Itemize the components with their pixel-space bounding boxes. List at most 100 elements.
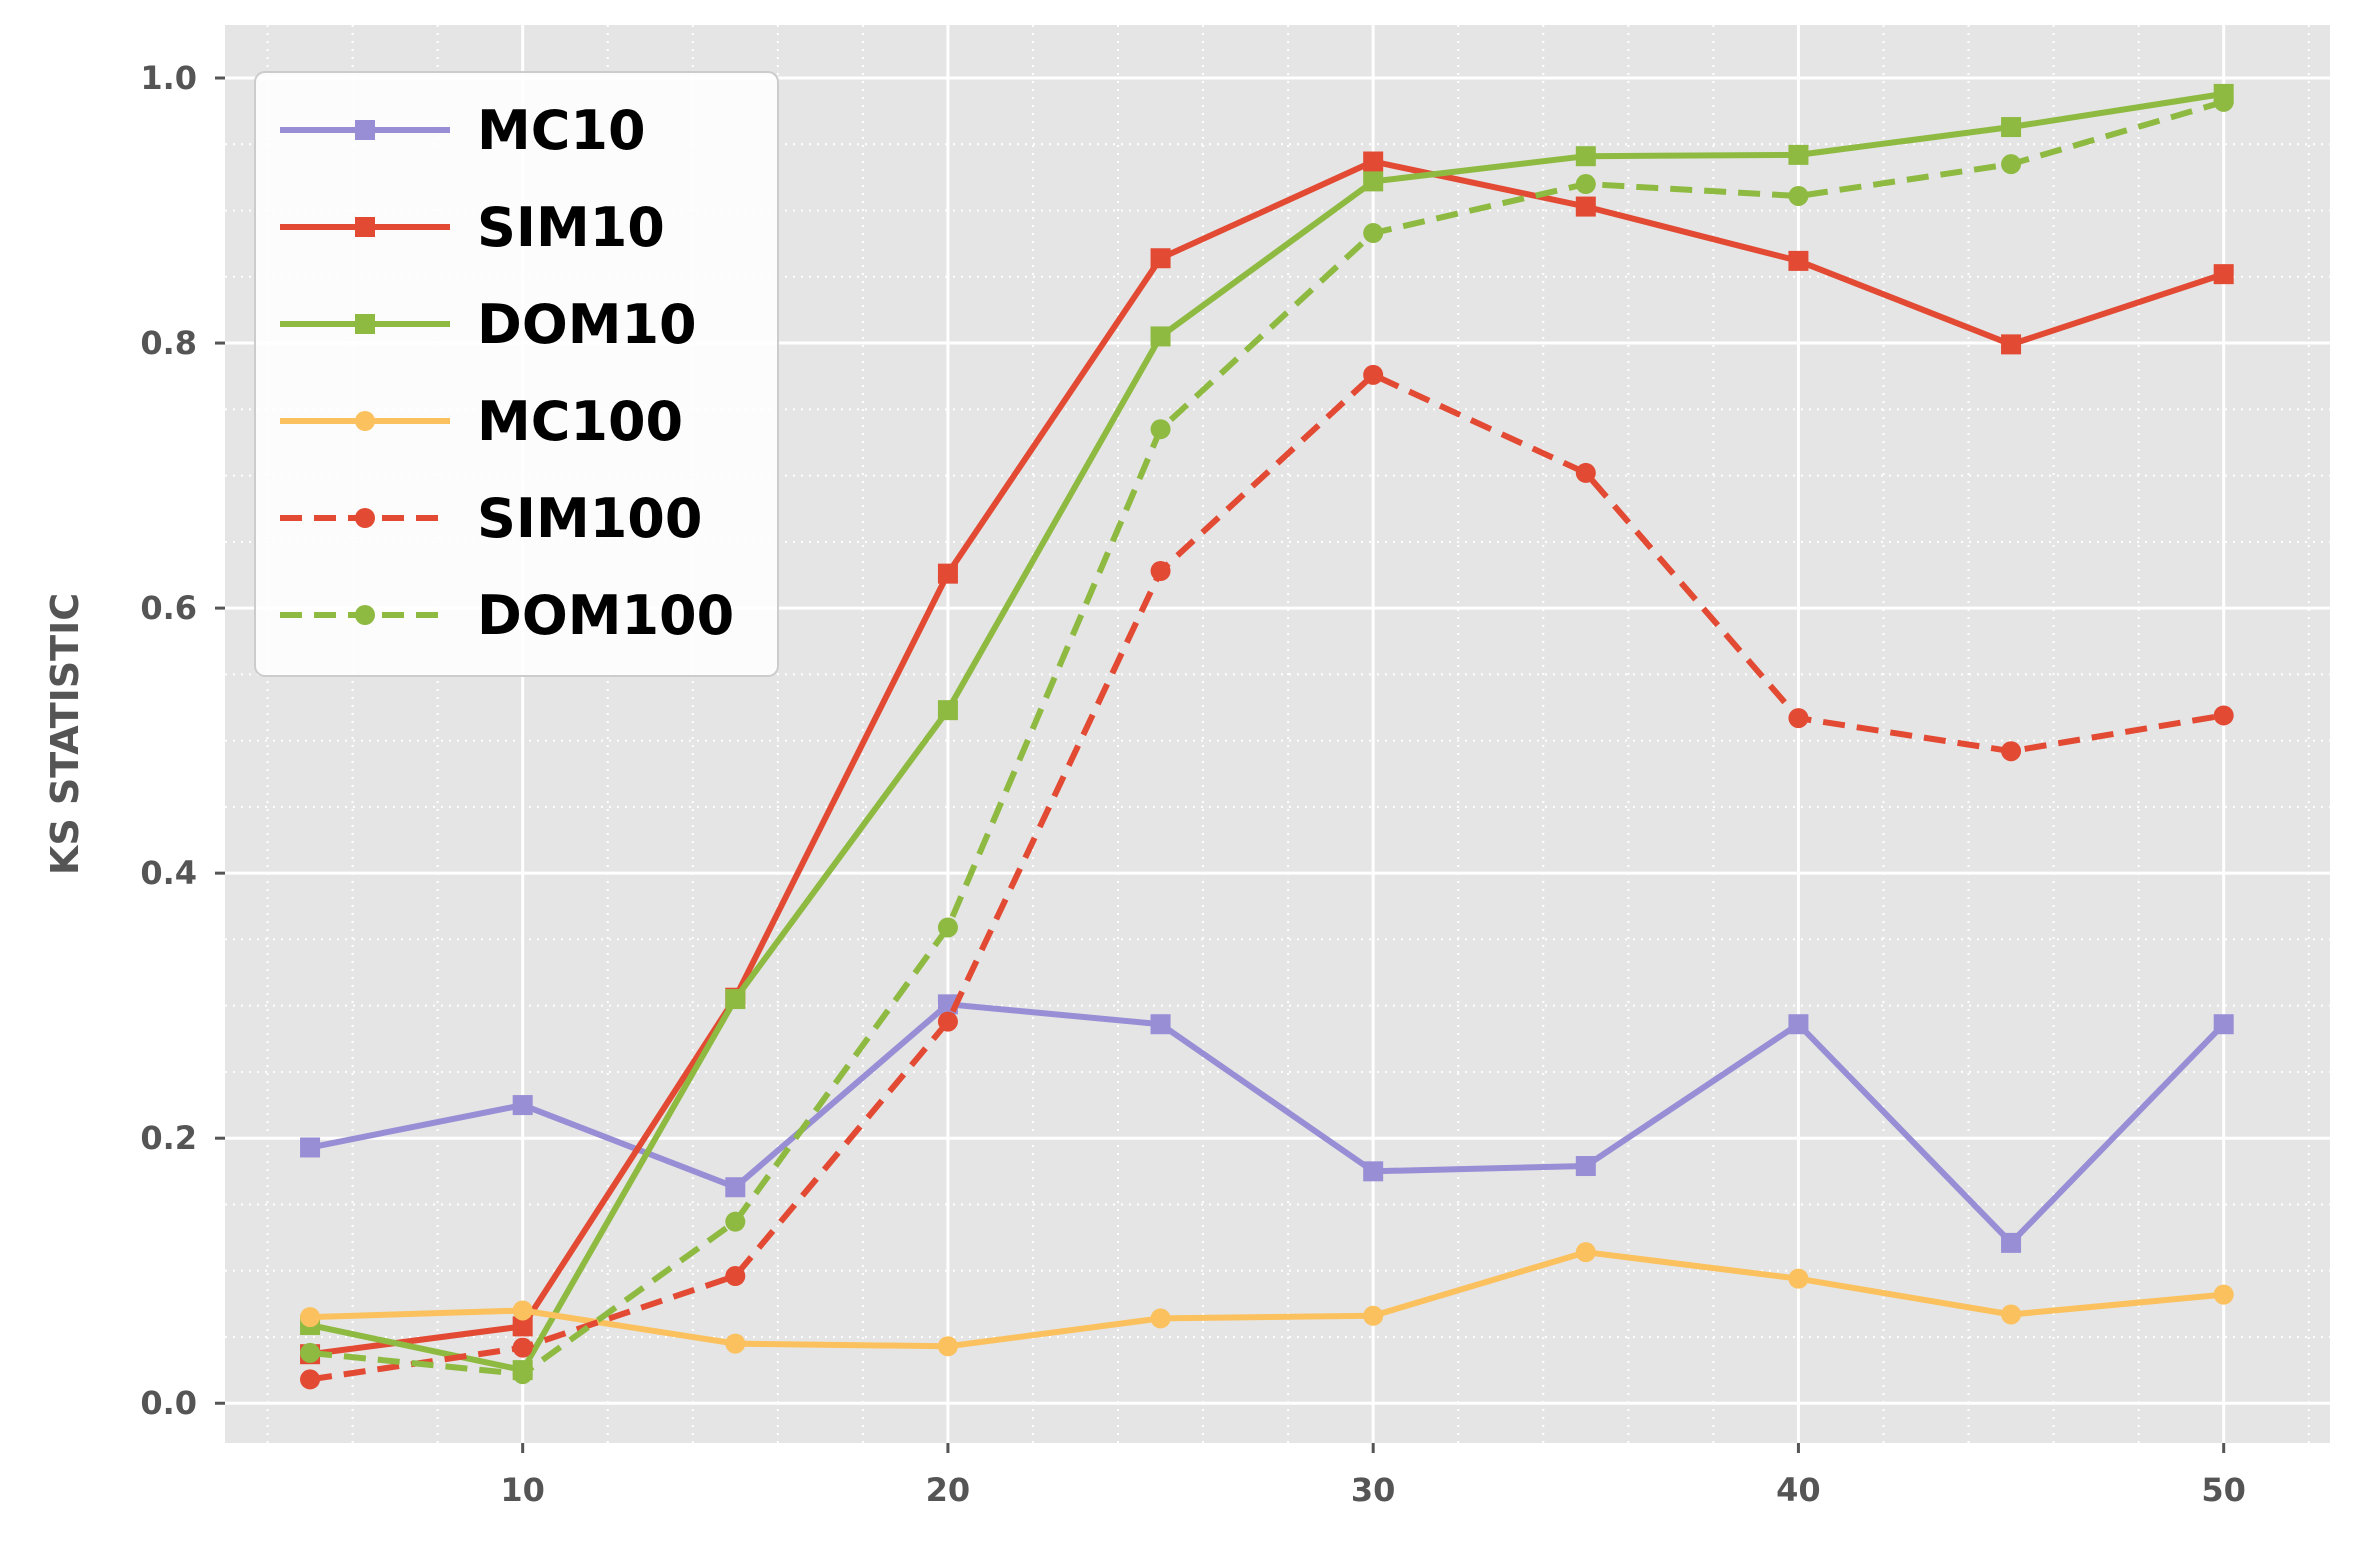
- data-point: [1363, 1161, 1384, 1182]
- y-tick-label: 0.2: [140, 1119, 197, 1157]
- data-point: [1363, 171, 1384, 192]
- data-point: [725, 989, 746, 1010]
- data-point: [1788, 1014, 1809, 1035]
- legend-swatch-marker: [355, 508, 375, 528]
- data-point: [725, 1333, 746, 1354]
- data-point: [512, 1316, 533, 1337]
- data-point: [512, 1364, 533, 1385]
- data-point: [2001, 741, 2022, 762]
- data-point: [1363, 1305, 1384, 1326]
- data-point: [937, 917, 958, 938]
- legend-item-sim10: SIM10: [280, 196, 665, 259]
- series-mc100: [300, 1242, 2234, 1357]
- data-point: [2213, 705, 2234, 726]
- data-point: [300, 1369, 321, 1390]
- data-point: [1575, 174, 1596, 195]
- legend-label: DOM10: [477, 293, 697, 356]
- data-point: [1363, 151, 1384, 172]
- data-point: [1363, 364, 1384, 385]
- series-dom100: [300, 91, 2234, 1385]
- legend-label: DOM100: [477, 584, 734, 647]
- data-point: [2001, 1232, 2022, 1253]
- data-point: [1575, 196, 1596, 217]
- data-point: [937, 700, 958, 721]
- legend-label: SIM100: [477, 487, 702, 550]
- legend-item-mc10: MC10: [280, 99, 646, 162]
- data-point: [300, 1342, 321, 1363]
- data-point: [937, 1336, 958, 1357]
- data-point: [1788, 1268, 1809, 1289]
- data-point: [1150, 248, 1171, 269]
- data-point: [1788, 185, 1809, 206]
- y-tick-label: 0.8: [140, 324, 197, 362]
- series-line-sim10: [309, 158, 2225, 1358]
- legend-label: SIM10: [477, 196, 665, 259]
- data-point: [2213, 264, 2234, 285]
- data-point: [1575, 146, 1596, 167]
- series-line-dom10: [309, 90, 2225, 1374]
- legend-label: MC10: [477, 99, 646, 162]
- data-point: [1575, 462, 1596, 483]
- x-axis-ticks: 10 20 30 40 50: [500, 1443, 2246, 1509]
- legend-swatch-marker: [355, 120, 375, 140]
- data-point: [1150, 1308, 1171, 1329]
- legend-item-dom10: DOM10: [280, 293, 697, 356]
- series-line-mc100: [310, 1249, 2224, 1350]
- data-point: [1788, 144, 1809, 165]
- data-point: [1363, 223, 1384, 244]
- legend-label: MC100: [477, 390, 683, 453]
- series-line-mc10: [309, 1001, 2226, 1246]
- series-sim100: [300, 364, 2234, 1390]
- data-point: [725, 1266, 746, 1287]
- x-tick-label: 40: [1776, 1471, 1821, 1509]
- data-point: [1150, 326, 1171, 347]
- data-point: [1788, 708, 1809, 729]
- data-point: [937, 563, 958, 584]
- y-axis-label: KS STATISTIC: [43, 593, 87, 875]
- legend-item-sim100: SIM100: [280, 487, 702, 550]
- data-point: [1150, 1014, 1171, 1035]
- data-point: [725, 1177, 746, 1198]
- y-tick-label: 0.4: [140, 854, 197, 892]
- y-tick-label: 0.0: [140, 1384, 197, 1422]
- x-tick-label: 20: [926, 1471, 971, 1509]
- legend-item-mc100: MC100: [280, 390, 683, 453]
- y-axis-ticks: 0.0 0.2 0.4 0.6 0.8 1.0: [140, 59, 225, 1422]
- data-point: [1150, 419, 1171, 440]
- y-tick-label: 0.6: [140, 589, 197, 627]
- x-tick-label: 30: [1351, 1471, 1396, 1509]
- data-point: [512, 1300, 533, 1321]
- data-point: [2001, 334, 2022, 355]
- legend-swatch-marker: [355, 605, 375, 625]
- series-line-dom100: [309, 99, 2225, 1378]
- data-point: [300, 1307, 321, 1328]
- data-point: [1575, 1156, 1596, 1177]
- legend-swatch-marker: [355, 411, 375, 431]
- data-point: [2001, 154, 2022, 175]
- data-point: [725, 1211, 746, 1232]
- data-point: [2001, 1304, 2022, 1325]
- legend: MC10 SIM10 DOM10 MC100 SIM100 DOM100: [254, 71, 779, 677]
- data-point: [1788, 250, 1809, 271]
- y-tick-label: 1.0: [140, 59, 197, 97]
- data-point: [512, 1095, 533, 1116]
- data-point: [2213, 1014, 2234, 1035]
- data-point: [512, 1337, 533, 1358]
- data-point: [2213, 1284, 2234, 1305]
- data-point: [1150, 560, 1171, 581]
- x-tick-label: 50: [2201, 1471, 2246, 1509]
- series-layer: [300, 83, 2234, 1390]
- legend-swatch-marker: [355, 314, 375, 334]
- data-point: [1575, 1242, 1596, 1263]
- data-point: [937, 1011, 958, 1032]
- legend-box: [254, 71, 779, 677]
- data-point: [2213, 91, 2234, 112]
- x-tick-label: 10: [500, 1471, 545, 1509]
- legend-swatch-marker: [355, 217, 375, 237]
- data-point: [300, 1137, 321, 1158]
- legend-item-dom100: DOM100: [280, 584, 734, 647]
- data-point: [2001, 117, 2022, 138]
- series-line-sim100: [309, 371, 2225, 1383]
- series-mc10: [300, 994, 2234, 1253]
